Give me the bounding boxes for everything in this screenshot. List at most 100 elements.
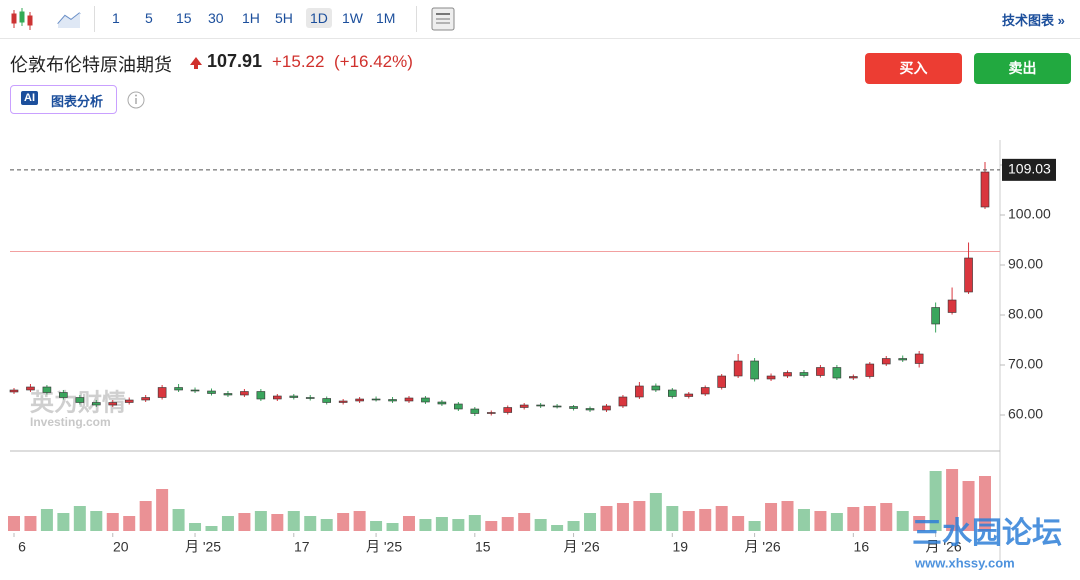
volume-bar [172, 509, 185, 531]
candle-body [980, 171, 990, 208]
candle-body [273, 395, 282, 400]
candle-body [108, 402, 118, 406]
last-price-box [1002, 158, 1056, 181]
candle-body [569, 406, 578, 409]
interval[interactable]: 1M [376, 10, 396, 26]
candle-body [223, 393, 233, 396]
volume-bar [221, 516, 234, 531]
volume-bar [567, 521, 580, 531]
last-price-label: 109.03 [1008, 161, 1051, 177]
candle-icon[interactable] [8, 4, 38, 34]
candle-body [124, 399, 134, 403]
x-tick-label: 20 [113, 539, 129, 555]
volume-bar [666, 506, 679, 531]
volume-bar [913, 516, 926, 531]
candle-body [766, 375, 776, 380]
volume-bar [732, 516, 745, 531]
volume-bar [584, 513, 597, 531]
ai-badge: AI [21, 91, 38, 105]
x-tick-label: 17 [294, 539, 310, 555]
change: +15.22 [272, 52, 325, 71]
interval[interactable]: 1 [112, 10, 120, 26]
volume-bar [73, 506, 86, 531]
volume-bar [452, 519, 465, 531]
x-tick-label: 19 [673, 539, 689, 555]
volume-bar [205, 526, 218, 531]
separator [94, 6, 95, 32]
y-tick-label: 70.00 [1008, 356, 1043, 372]
candle-body [26, 386, 35, 391]
x-tick-label: 月 '25 [366, 539, 402, 555]
volume-bar [435, 517, 448, 531]
info-icon[interactable] [126, 90, 146, 110]
interval[interactable]: 1H [242, 10, 260, 26]
volume-bar [254, 511, 267, 531]
technical-link[interactable]: 技术图表 » [1002, 13, 1065, 28]
candle-body [486, 412, 496, 414]
interval[interactable]: 5H [275, 10, 293, 26]
candle-body [519, 404, 529, 408]
interval[interactable]: 5 [145, 10, 153, 26]
volume-bar [402, 516, 415, 531]
ai-analysis-button[interactable]: AI 图表分析 [10, 85, 117, 114]
volume-bar [189, 523, 202, 531]
volume-bar [123, 516, 136, 531]
buy-button[interactable]: 买入 [865, 53, 962, 84]
volume-bar [24, 516, 37, 531]
volume-bar [715, 506, 728, 531]
candle-body [404, 397, 414, 402]
volume-bar [979, 476, 991, 531]
x-tick-label: 月 '25 [185, 539, 221, 555]
volume-bar [699, 509, 712, 531]
interval[interactable]: 1D [306, 8, 332, 28]
candle-body [618, 396, 628, 407]
up-arrow [190, 57, 202, 69]
x-tick-label: 月 '26 [926, 539, 962, 555]
volume-bar [139, 501, 152, 531]
candle-body [91, 402, 101, 406]
candle-body [141, 397, 150, 401]
volume-bar [551, 525, 564, 531]
volume-bar [962, 481, 975, 531]
volume-bar [649, 493, 662, 531]
volume-bar [814, 511, 827, 531]
candle-body [454, 403, 463, 410]
volume-bar [57, 513, 70, 531]
volume-bar [847, 507, 860, 531]
volume-bar [386, 523, 399, 531]
candle-body [371, 398, 381, 401]
sell-button[interactable]: 卖出 [974, 53, 1071, 84]
volume-bar [370, 521, 383, 531]
candle-body [470, 408, 480, 414]
volume-bar [320, 519, 333, 531]
candle-body [865, 363, 875, 377]
area-icon[interactable] [55, 4, 85, 34]
candle-body [305, 397, 315, 399]
candle-body [437, 401, 447, 405]
y-tick-label: 100.00 [1008, 206, 1051, 222]
layout-icon[interactable] [430, 6, 456, 32]
candle-body [700, 387, 710, 395]
volume-bar [929, 471, 942, 531]
volume-bar [271, 514, 284, 531]
candle-body [799, 372, 809, 376]
candle-body [240, 391, 249, 396]
candle-body [816, 367, 825, 376]
candle-body [9, 389, 19, 393]
watermark: Investing.com [30, 415, 111, 429]
candle-body [207, 390, 216, 394]
interval[interactable]: 1W [342, 10, 363, 26]
volume-bar [946, 469, 959, 531]
candle-body [536, 404, 545, 407]
candle-body [355, 398, 364, 402]
x-tick-label: 月 '26 [745, 539, 781, 555]
x-tick-label: 6 [18, 539, 26, 555]
interval[interactable]: 30 [208, 10, 224, 26]
candle-body [717, 375, 726, 388]
x-tick-label: 16 [854, 539, 870, 555]
volume-bar [156, 489, 169, 531]
volume-bar [90, 511, 103, 531]
interval[interactable]: 15 [176, 10, 192, 26]
